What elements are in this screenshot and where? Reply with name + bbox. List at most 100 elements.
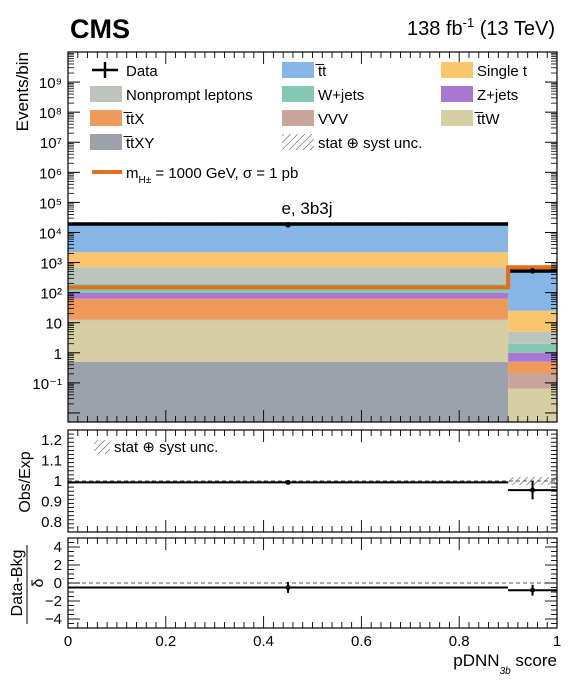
legend-label: t̅tXY xyxy=(123,135,154,152)
stack-bar-nonprompt-leptons xyxy=(68,267,509,284)
legend-swatch xyxy=(282,62,314,78)
pull-y-axis-label-denominator: δ xyxy=(30,578,47,587)
pull-y-tick-label: −2 xyxy=(45,593,62,610)
pull-y-tick-label: −4 xyxy=(45,611,62,628)
stack-bar-single-t xyxy=(68,252,509,268)
x-tick-label: 1 xyxy=(553,633,561,650)
ratio-y-tick-label: 0.8 xyxy=(41,514,62,531)
pull-y-tick-label: 2 xyxy=(54,557,62,574)
legend-swatch xyxy=(441,62,473,78)
pull-panel: −4−2 0 24 Data-Bkg δ 0 0.2 0.4 0.6 0.8 1 pDNN3b… xyxy=(9,537,561,677)
legend-swatch xyxy=(282,86,314,102)
x-tick-label: 0.8 xyxy=(449,633,470,650)
x-axis-label-subscript: 3b xyxy=(500,666,512,677)
legend-swatch xyxy=(90,110,122,126)
legend: Data t̅t Single t Nonprompt leptons W+jets Z+… xyxy=(90,62,528,186)
pull-y-tick-label: 4 xyxy=(54,539,62,556)
legend-label: Nonprompt leptons xyxy=(126,87,253,104)
stack-bar-t-tw xyxy=(508,388,557,422)
ratio-y-tick-label: 1.1 xyxy=(41,453,62,470)
pull-y-axis-label-numerator: Data-Bkg xyxy=(9,550,26,617)
stack-bar-single-t xyxy=(508,310,557,332)
pull-frame xyxy=(67,537,558,629)
legend-signal-label-main: m xyxy=(126,165,139,182)
legend-label: VVV xyxy=(318,111,348,128)
legend-label: t̅t xyxy=(315,63,327,80)
y-tick-label: 10⁹ xyxy=(39,75,62,92)
legend-signal-label-rest: = 1000 GeV, σ = 1 pb xyxy=(151,165,298,182)
x-axis-label-rest: score xyxy=(511,651,557,670)
legend-swatch xyxy=(441,86,473,102)
stack-bar-t-tw xyxy=(68,320,509,362)
ratio-point xyxy=(285,479,291,485)
pull-x-axis-ticks xyxy=(67,538,558,628)
stack-bar-nonprompt-leptons xyxy=(508,331,557,344)
y-tick-label: 10³ xyxy=(40,256,62,273)
y-tick-label: 10⁶ xyxy=(39,165,62,182)
stack-bar-vvv xyxy=(508,373,557,389)
legend-swatch xyxy=(441,110,473,126)
x-tick-label: 0.2 xyxy=(155,633,176,650)
main-x-axis-ticks xyxy=(67,52,558,422)
legend-label: W+jets xyxy=(318,87,364,104)
y-tick-label: 10 xyxy=(45,316,62,333)
pull-point xyxy=(285,585,291,590)
x-tick-label: 0.4 xyxy=(253,633,274,650)
legend-hatch-swatch xyxy=(282,134,314,150)
main-y-axis-label: Events/bin xyxy=(13,52,32,131)
legend-signal-label-sub: H± xyxy=(139,175,152,186)
legend-label: t̅tW xyxy=(474,111,500,128)
x-axis-label: pDNN3b score xyxy=(453,651,557,677)
stack-bar-t-tx xyxy=(508,361,557,374)
stack-bar-vvv xyxy=(68,319,509,321)
stack-bar-z-jets xyxy=(508,352,557,362)
main-overlay xyxy=(68,221,557,290)
legend-swatch xyxy=(90,134,122,150)
lumi-exponent: -1 xyxy=(463,15,475,30)
legend-label: Data xyxy=(126,63,158,80)
ratio-legend-hatch-swatch xyxy=(94,440,110,454)
y-tick-label: 1 xyxy=(54,346,62,363)
stack-bar-z-jets xyxy=(68,292,509,299)
main-panel: 10⁻¹ 1 10 10² 10³ 10⁴ 10⁵ 10⁶ 10⁷ 10⁸ 10⁹ Events/b… xyxy=(13,51,558,423)
y-tick-label: 10⁻¹ xyxy=(32,376,62,393)
legend-label: t̅tX xyxy=(123,111,144,128)
legend-label: Single t xyxy=(477,63,528,80)
ratio-panel: 0.8 0.9 1 1.1 1.2 Obs/Exp stat ⊕ syst unc. xyxy=(17,429,558,533)
y-tick-label: 10⁸ xyxy=(39,105,62,122)
y-tick-label: 10⁵ xyxy=(39,195,62,212)
pull-content xyxy=(68,582,557,596)
stacked-histogram xyxy=(68,222,557,422)
ratio-point xyxy=(530,487,536,493)
ratio-frame xyxy=(67,429,558,533)
x-axis-tick-labels: 0 0.2 0.4 0.6 0.8 1 xyxy=(64,633,561,650)
stack-bar-t-txy xyxy=(68,361,509,422)
legend-swatch xyxy=(90,86,122,102)
legend-label: stat ⊕ syst unc. xyxy=(318,135,422,152)
ratio-y-tick-label: 0.9 xyxy=(41,493,62,510)
stack-bar-t-tx xyxy=(68,298,509,320)
ratio-y-axis-label: Obs/Exp xyxy=(17,451,34,512)
main-frame xyxy=(67,51,558,423)
x-axis-label-main: pDNN xyxy=(453,651,499,670)
ratio-y-tick-label: 1.2 xyxy=(41,432,62,449)
legend-label: Z+jets xyxy=(477,87,518,104)
lumi-value: 138 fb xyxy=(407,18,463,40)
main-y-axis-ticks: 10⁻¹ 1 10 10² 10³ 10⁴ 10⁵ 10⁶ 10⁷ 10⁸ 10⁹ xyxy=(32,51,557,414)
x-tick-label: 0 xyxy=(64,633,72,650)
cms-logo-text: CMS xyxy=(70,14,130,44)
data-point xyxy=(529,268,536,274)
ratio-legend-label: stat ⊕ syst unc. xyxy=(114,439,218,456)
legend-signal-label: mH± = 1000 GeV, σ = 1 pb xyxy=(126,165,298,186)
ratio-y-tick-label: 1 xyxy=(54,473,62,490)
legend-swatch xyxy=(282,110,314,126)
ratio-content xyxy=(68,476,557,500)
energy-value: (13 TeV) xyxy=(474,18,555,40)
ratio-y-axis-ticks: 0.8 0.9 1 1.1 1.2 xyxy=(41,429,557,533)
data-point xyxy=(285,221,291,228)
stack-bar-t-t xyxy=(508,270,557,311)
y-tick-label: 10⁴ xyxy=(39,225,62,242)
stack-bar-w-jets xyxy=(508,343,557,353)
x-tick-label: 0.6 xyxy=(351,633,372,650)
